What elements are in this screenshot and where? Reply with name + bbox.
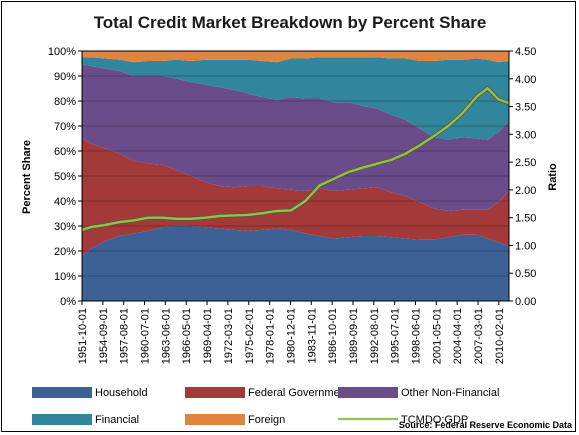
x-tick-label: 2007-03-01	[473, 308, 485, 364]
x-tick-label: 1989-09-01	[348, 308, 360, 364]
y-axis-title-right: Ratio	[547, 163, 559, 191]
legend-label-household: Household	[95, 387, 148, 399]
area-foreign	[82, 51, 509, 63]
y-tick-label: 10%	[54, 271, 76, 283]
x-tick-label: 1983-11-01	[306, 308, 318, 363]
y2-tick-label: 2.00	[515, 185, 536, 197]
x-tick-label: 1998-06-01	[411, 308, 423, 364]
x-tick-label: 1972-03-01	[223, 308, 235, 364]
y-tick-label: 0%	[60, 296, 76, 308]
y-tick-label: 20%	[54, 246, 76, 258]
y2-tick-label: 4.00	[515, 74, 536, 86]
area-other-non-financial	[82, 64, 509, 211]
x-tick-label: 1978-01-01	[265, 308, 277, 364]
legend-swatch-foreign	[185, 414, 245, 425]
area-household	[82, 225, 509, 301]
x-axis: 1951-10-01 1954-09-01 1957-08-01 1960-07-01…	[77, 301, 506, 364]
area-financial	[82, 57, 509, 140]
y-tick-label: 90%	[54, 71, 76, 83]
x-tick-label: 1954-09-01	[98, 308, 110, 364]
y-tick-label: 100%	[48, 46, 76, 58]
y2-tick-label: 4.50	[515, 46, 536, 58]
y2-tick-label: 1.50	[515, 213, 536, 225]
y2-tick-label: 0.50	[515, 268, 536, 280]
legend-label-foreign: Foreign	[248, 414, 285, 426]
legend-label-tcmdo-gdp: TCMDO:GDP	[401, 414, 468, 426]
y-axis-title-left: Percent Share	[21, 140, 33, 214]
legend-swatch-household	[32, 387, 92, 398]
x-tick-label: 1960-07-01	[140, 308, 152, 364]
x-tick-label: 1975-02-01	[244, 308, 256, 364]
y2-tick-label: 3.50	[515, 102, 536, 114]
x-tick-label: 1969-04-01	[202, 308, 214, 364]
x-tick-label: 1963-06-01	[160, 308, 172, 364]
y-axis-left: 0% 10% 20% 30% 40% 50% 60% 70% 80% 90% 100%	[48, 46, 82, 308]
legend-label-other-non-financial: Other Non-Financial	[401, 387, 499, 399]
x-tick-label: 2004-04-01	[452, 308, 464, 364]
plot-area	[81, 50, 510, 302]
x-tick-label: 1995-07-01	[390, 308, 402, 364]
legend-label-financial: Financial	[95, 414, 139, 426]
legend-swatch-federal-government	[185, 387, 245, 398]
y-tick-label: 70%	[54, 121, 76, 133]
x-tick-label: 2001-05-01	[431, 308, 443, 364]
area-federal-government	[82, 138, 509, 256]
x-tick-label: 1951-10-01	[77, 308, 89, 364]
x-tick-label: 1966-05-01	[181, 308, 193, 364]
chart-title: Total Credit Market Breakdown by Percent…	[94, 13, 487, 32]
line-tcmdo-gdp	[81, 87, 510, 232]
x-tick-label: 1980-12-01	[285, 308, 297, 364]
y2-tick-label: 2.50	[515, 157, 536, 169]
y-tick-label: 30%	[54, 221, 76, 233]
y-tick-label: 40%	[54, 196, 76, 208]
y-tick-label: 80%	[54, 96, 76, 108]
x-tick-label: 1992-08-01	[369, 308, 381, 364]
source-note: Source: Federal Reserve Economic Data	[399, 420, 573, 430]
legend-label-federal-government: Federal Government	[248, 387, 349, 399]
legend-swatch-other-non-financial	[338, 387, 398, 398]
y2-tick-label: 1.00	[515, 240, 536, 252]
y-tick-label: 60%	[54, 146, 76, 158]
x-tick-label: 2010-02-01	[494, 308, 506, 364]
legend: Household Federal Government Other Non-Fin…	[32, 387, 499, 426]
y2-tick-label: 0.00	[515, 296, 536, 308]
y-tick-label: 50%	[54, 171, 76, 183]
legend-swatch-financial	[32, 414, 92, 425]
y-axis-right: 0.00 0.50 1.00 1.50 2.00 2.50 3.00 3.50 4.00 4.50	[509, 46, 536, 308]
x-tick-label: 1957-08-01	[119, 308, 131, 364]
x-tick-label: 1986-10-01	[327, 308, 339, 364]
y2-tick-label: 3.00	[515, 129, 536, 141]
